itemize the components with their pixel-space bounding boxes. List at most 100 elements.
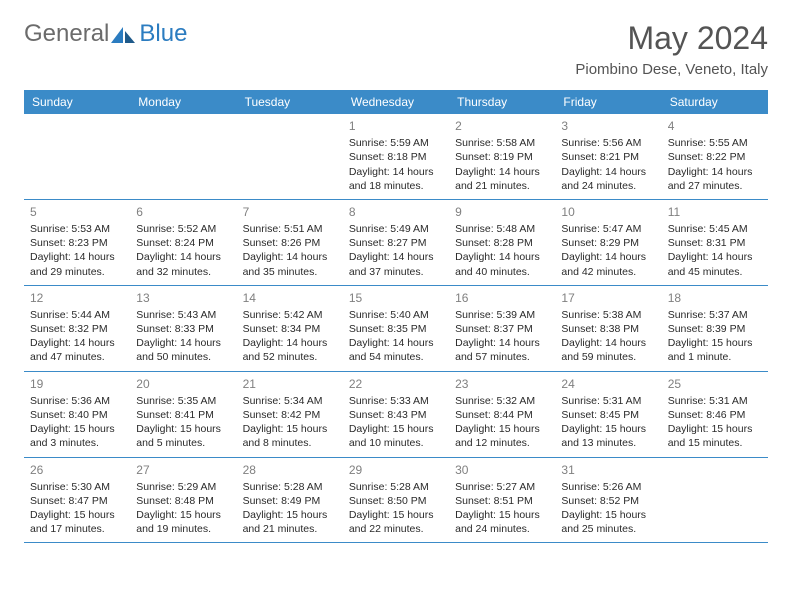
calendar-page: General Blue May 2024 Piombino Dese, Ven… xyxy=(0,0,792,563)
day-number: 19 xyxy=(30,376,124,392)
daylight-text-1: Daylight: 15 hours xyxy=(561,422,655,436)
daylight-text-2: and 5 minutes. xyxy=(136,436,230,450)
sunset-text: Sunset: 8:52 PM xyxy=(561,494,655,508)
sunset-text: Sunset: 8:19 PM xyxy=(455,150,549,164)
day-number: 15 xyxy=(349,290,443,306)
sunset-text: Sunset: 8:33 PM xyxy=(136,322,230,336)
daylight-text-2: and 22 minutes. xyxy=(349,522,443,536)
daylight-text-1: Daylight: 15 hours xyxy=(668,336,762,350)
daylight-text-1: Daylight: 15 hours xyxy=(349,508,443,522)
daylight-text-1: Daylight: 14 hours xyxy=(455,250,549,264)
day-number: 1 xyxy=(349,118,443,134)
week-row: 1Sunrise: 5:59 AMSunset: 8:18 PMDaylight… xyxy=(24,114,768,200)
daylight-text-1: Daylight: 14 hours xyxy=(243,336,337,350)
day-cell: 4Sunrise: 5:55 AMSunset: 8:22 PMDaylight… xyxy=(662,114,768,199)
day-number: 5 xyxy=(30,204,124,220)
sunset-text: Sunset: 8:51 PM xyxy=(455,494,549,508)
sunrise-text: Sunrise: 5:44 AM xyxy=(30,308,124,322)
daylight-text-2: and 59 minutes. xyxy=(561,350,655,364)
sunset-text: Sunset: 8:50 PM xyxy=(349,494,443,508)
day-cell: 7Sunrise: 5:51 AMSunset: 8:26 PMDaylight… xyxy=(237,200,343,285)
day-number: 12 xyxy=(30,290,124,306)
week-row: 19Sunrise: 5:36 AMSunset: 8:40 PMDayligh… xyxy=(24,372,768,458)
sunrise-text: Sunrise: 5:31 AM xyxy=(668,394,762,408)
day-header-monday: Monday xyxy=(130,90,236,114)
daylight-text-1: Daylight: 14 hours xyxy=(349,336,443,350)
sunrise-text: Sunrise: 5:34 AM xyxy=(243,394,337,408)
day-cell: 21Sunrise: 5:34 AMSunset: 8:42 PMDayligh… xyxy=(237,372,343,457)
day-header-wednesday: Wednesday xyxy=(343,90,449,114)
daylight-text-2: and 24 minutes. xyxy=(561,179,655,193)
sunrise-text: Sunrise: 5:33 AM xyxy=(349,394,443,408)
sunrise-text: Sunrise: 5:31 AM xyxy=(561,394,655,408)
day-cell: 24Sunrise: 5:31 AMSunset: 8:45 PMDayligh… xyxy=(555,372,661,457)
sunset-text: Sunset: 8:44 PM xyxy=(455,408,549,422)
day-cell: 11Sunrise: 5:45 AMSunset: 8:31 PMDayligh… xyxy=(662,200,768,285)
day-cell: 19Sunrise: 5:36 AMSunset: 8:40 PMDayligh… xyxy=(24,372,130,457)
logo-sail-icon xyxy=(109,25,137,45)
day-number: 24 xyxy=(561,376,655,392)
daylight-text-2: and 10 minutes. xyxy=(349,436,443,450)
daylight-text-2: and 54 minutes. xyxy=(349,350,443,364)
daylight-text-2: and 35 minutes. xyxy=(243,265,337,279)
daylight-text-2: and 57 minutes. xyxy=(455,350,549,364)
daylight-text-2: and 8 minutes. xyxy=(243,436,337,450)
day-number: 10 xyxy=(561,204,655,220)
daylight-text-1: Daylight: 15 hours xyxy=(243,508,337,522)
daylight-text-2: and 1 minute. xyxy=(668,350,762,364)
day-cell: 12Sunrise: 5:44 AMSunset: 8:32 PMDayligh… xyxy=(24,286,130,371)
day-number: 16 xyxy=(455,290,549,306)
day-number: 25 xyxy=(668,376,762,392)
week-row: 12Sunrise: 5:44 AMSunset: 8:32 PMDayligh… xyxy=(24,286,768,372)
sunrise-text: Sunrise: 5:52 AM xyxy=(136,222,230,236)
sunset-text: Sunset: 8:38 PM xyxy=(561,322,655,336)
sunset-text: Sunset: 8:35 PM xyxy=(349,322,443,336)
logo-text-blue: Blue xyxy=(139,20,187,48)
location: Piombino Dese, Veneto, Italy xyxy=(575,61,768,78)
logo-text-general: General xyxy=(24,20,109,48)
week-row: 26Sunrise: 5:30 AMSunset: 8:47 PMDayligh… xyxy=(24,458,768,544)
day-cell xyxy=(662,458,768,543)
day-number: 21 xyxy=(243,376,337,392)
daylight-text-1: Daylight: 15 hours xyxy=(30,422,124,436)
day-headers-row: SundayMondayTuesdayWednesdayThursdayFrid… xyxy=(24,90,768,114)
sunrise-text: Sunrise: 5:55 AM xyxy=(668,136,762,150)
daylight-text-2: and 29 minutes. xyxy=(30,265,124,279)
day-number: 23 xyxy=(455,376,549,392)
day-cell: 27Sunrise: 5:29 AMSunset: 8:48 PMDayligh… xyxy=(130,458,236,543)
sunrise-text: Sunrise: 5:42 AM xyxy=(243,308,337,322)
daylight-text-2: and 45 minutes. xyxy=(668,265,762,279)
daylight-text-1: Daylight: 14 hours xyxy=(136,250,230,264)
day-cell: 16Sunrise: 5:39 AMSunset: 8:37 PMDayligh… xyxy=(449,286,555,371)
day-cell: 26Sunrise: 5:30 AMSunset: 8:47 PMDayligh… xyxy=(24,458,130,543)
sunset-text: Sunset: 8:43 PM xyxy=(349,408,443,422)
sunset-text: Sunset: 8:22 PM xyxy=(668,150,762,164)
daylight-text-2: and 21 minutes. xyxy=(243,522,337,536)
daylight-text-2: and 37 minutes. xyxy=(349,265,443,279)
sunrise-text: Sunrise: 5:29 AM xyxy=(136,480,230,494)
daylight-text-1: Daylight: 15 hours xyxy=(136,422,230,436)
day-cell: 3Sunrise: 5:56 AMSunset: 8:21 PMDaylight… xyxy=(555,114,661,199)
day-number: 4 xyxy=(668,118,762,134)
daylight-text-2: and 52 minutes. xyxy=(243,350,337,364)
daylight-text-1: Daylight: 14 hours xyxy=(455,336,549,350)
daylight-text-2: and 21 minutes. xyxy=(455,179,549,193)
daylight-text-1: Daylight: 15 hours xyxy=(349,422,443,436)
header: General Blue May 2024 Piombino Dese, Ven… xyxy=(24,20,768,78)
sunset-text: Sunset: 8:47 PM xyxy=(30,494,124,508)
sunset-text: Sunset: 8:48 PM xyxy=(136,494,230,508)
day-number: 31 xyxy=(561,462,655,478)
daylight-text-2: and 50 minutes. xyxy=(136,350,230,364)
sunset-text: Sunset: 8:40 PM xyxy=(30,408,124,422)
sunrise-text: Sunrise: 5:47 AM xyxy=(561,222,655,236)
daylight-text-2: and 3 minutes. xyxy=(30,436,124,450)
daylight-text-1: Daylight: 14 hours xyxy=(561,165,655,179)
sunrise-text: Sunrise: 5:37 AM xyxy=(668,308,762,322)
sunset-text: Sunset: 8:31 PM xyxy=(668,236,762,250)
daylight-text-1: Daylight: 14 hours xyxy=(561,250,655,264)
day-number: 18 xyxy=(668,290,762,306)
sunrise-text: Sunrise: 5:38 AM xyxy=(561,308,655,322)
day-number: 29 xyxy=(349,462,443,478)
daylight-text-1: Daylight: 15 hours xyxy=(136,508,230,522)
day-cell: 28Sunrise: 5:28 AMSunset: 8:49 PMDayligh… xyxy=(237,458,343,543)
